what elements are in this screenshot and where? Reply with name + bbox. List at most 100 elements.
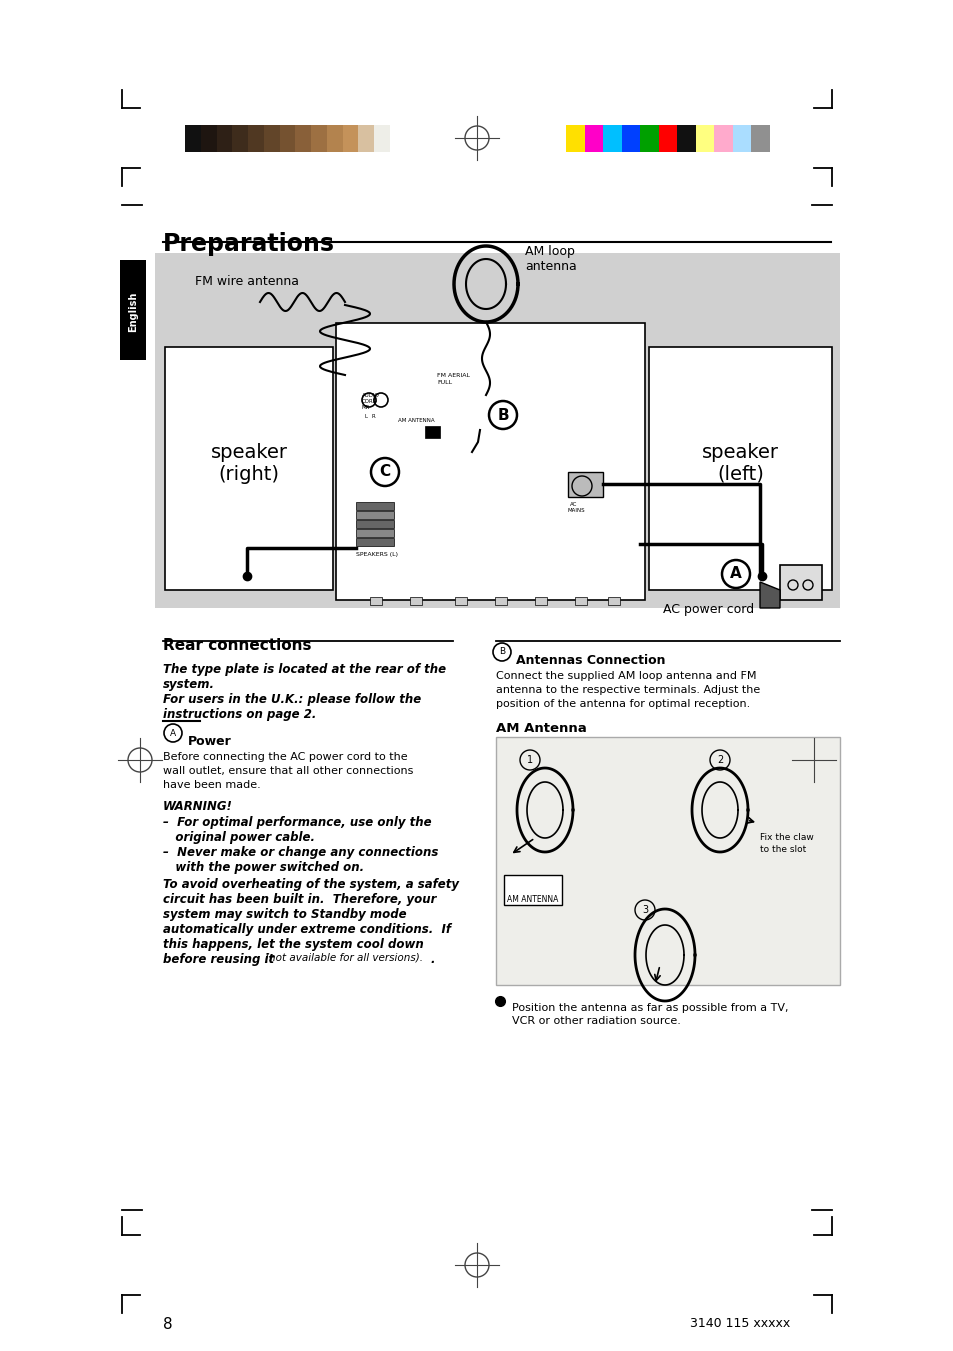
Bar (120, 259, 146, 359)
Bar (496, 738, 840, 985)
Text: 8: 8 (163, 1317, 172, 1332)
Text: CORD: CORD (361, 399, 377, 404)
Bar (248, 126, 264, 153)
Bar (602, 126, 621, 153)
Bar (374, 126, 390, 153)
Text: instructions on page 2.: instructions on page 2. (163, 708, 316, 721)
Text: L: L (365, 413, 368, 419)
Bar (410, 597, 421, 605)
Text: AM ANTENNA: AM ANTENNA (397, 417, 435, 423)
Bar (335, 323, 644, 600)
Text: Rear connections: Rear connections (163, 638, 312, 653)
Bar (358, 126, 374, 153)
Bar (355, 520, 394, 528)
Bar (751, 126, 769, 153)
Text: this happens, let the system cool down: this happens, let the system cool down (163, 938, 423, 951)
Bar (355, 530, 394, 536)
Text: FULL: FULL (436, 380, 452, 385)
Bar (455, 597, 467, 605)
Bar (495, 597, 506, 605)
Bar (607, 597, 619, 605)
Text: R: R (372, 413, 375, 419)
Text: speaker
(right): speaker (right) (211, 443, 287, 484)
Text: AUDIO: AUDIO (361, 393, 379, 399)
Text: SPEAKERS (L): SPEAKERS (L) (355, 553, 397, 557)
Text: antenna to the respective terminals. Adjust the: antenna to the respective terminals. Adj… (496, 685, 760, 694)
Text: Preparations: Preparations (163, 232, 335, 255)
Text: To avoid overheating of the system, a safety: To avoid overheating of the system, a sa… (163, 878, 458, 892)
Bar (677, 126, 695, 153)
Text: wall outlet, ensure that all other connections: wall outlet, ensure that all other conne… (163, 766, 413, 775)
Bar (370, 597, 381, 605)
Bar (264, 126, 279, 153)
Text: .: . (430, 952, 434, 966)
Text: position of the antenna for optimal reception.: position of the antenna for optimal rece… (496, 698, 749, 709)
Text: original power cable.: original power cable. (163, 831, 314, 844)
Text: MR: MR (361, 405, 370, 409)
Bar (355, 503, 394, 509)
Text: system.: system. (163, 678, 214, 690)
Text: 1: 1 (526, 755, 533, 765)
Text: FM AERIAL: FM AERIAL (436, 373, 470, 378)
Bar (714, 126, 732, 153)
Text: B: B (497, 408, 508, 423)
Bar (584, 126, 602, 153)
Bar (780, 565, 821, 600)
Bar (658, 126, 677, 153)
Bar (503, 875, 561, 905)
Text: Position the antenna as far as possible from a TV,: Position the antenna as far as possible … (512, 1002, 788, 1013)
Text: –  For optimal performance, use only the: – For optimal performance, use only the (163, 816, 431, 830)
Bar (621, 126, 639, 153)
Text: speaker
(left): speaker (left) (701, 443, 779, 484)
Text: Antennas Connection: Antennas Connection (516, 654, 665, 667)
Text: FM wire antenna: FM wire antenna (194, 276, 298, 288)
Bar (648, 347, 831, 590)
Bar (216, 126, 233, 153)
Text: A: A (170, 728, 176, 738)
Bar (154, 253, 840, 608)
Text: C: C (379, 465, 390, 480)
Text: before reusing it: before reusing it (163, 952, 278, 966)
Bar (279, 126, 295, 153)
Bar (295, 126, 311, 153)
Bar (327, 126, 342, 153)
Text: AM ANTENNA: AM ANTENNA (507, 894, 558, 904)
Text: with the power switched on.: with the power switched on. (163, 861, 364, 874)
Text: 3140 115 xxxxx: 3140 115 xxxxx (689, 1317, 789, 1329)
Text: AM Antenna: AM Antenna (496, 721, 586, 735)
Text: VCR or other radiation source.: VCR or other radiation source. (512, 1016, 680, 1025)
Text: automatically under extreme conditions.  If: automatically under extreme conditions. … (163, 923, 451, 936)
Text: have been made.: have been made. (163, 780, 260, 790)
Bar (355, 538, 394, 546)
Bar (311, 126, 327, 153)
Bar (165, 347, 333, 590)
Bar (355, 511, 394, 519)
Text: Fix the claw: Fix the claw (760, 834, 813, 842)
Bar (342, 126, 358, 153)
Bar (695, 126, 714, 153)
Text: For users in the U.K.: please follow the: For users in the U.K.: please follow the (163, 693, 421, 707)
Text: Connect the supplied AM loop antenna and FM: Connect the supplied AM loop antenna and… (496, 671, 756, 681)
Text: B: B (498, 647, 504, 657)
Text: AM loop
antenna: AM loop antenna (524, 245, 577, 273)
Text: AC power cord: AC power cord (662, 603, 753, 616)
Text: (not available for all versions).: (not available for all versions). (265, 952, 422, 963)
Bar (185, 126, 200, 153)
Text: –  Never make or change any connections: – Never make or change any connections (163, 846, 438, 859)
Text: AC: AC (569, 503, 577, 507)
Bar (535, 597, 546, 605)
Text: system may switch to Standby mode: system may switch to Standby mode (163, 908, 406, 921)
Text: English: English (128, 292, 138, 332)
Text: 2: 2 (716, 755, 722, 765)
Text: The type plate is located at the rear of the: The type plate is located at the rear of… (163, 663, 446, 676)
Bar (575, 597, 586, 605)
Text: 3: 3 (641, 905, 647, 915)
Bar (732, 126, 751, 153)
Text: A: A (729, 566, 741, 581)
Text: WARNING!: WARNING! (163, 800, 233, 813)
Text: Power: Power (188, 735, 232, 748)
Polygon shape (760, 582, 780, 608)
Bar (424, 426, 439, 438)
Bar (567, 471, 602, 497)
Text: Before connecting the AC power cord to the: Before connecting the AC power cord to t… (163, 753, 407, 762)
